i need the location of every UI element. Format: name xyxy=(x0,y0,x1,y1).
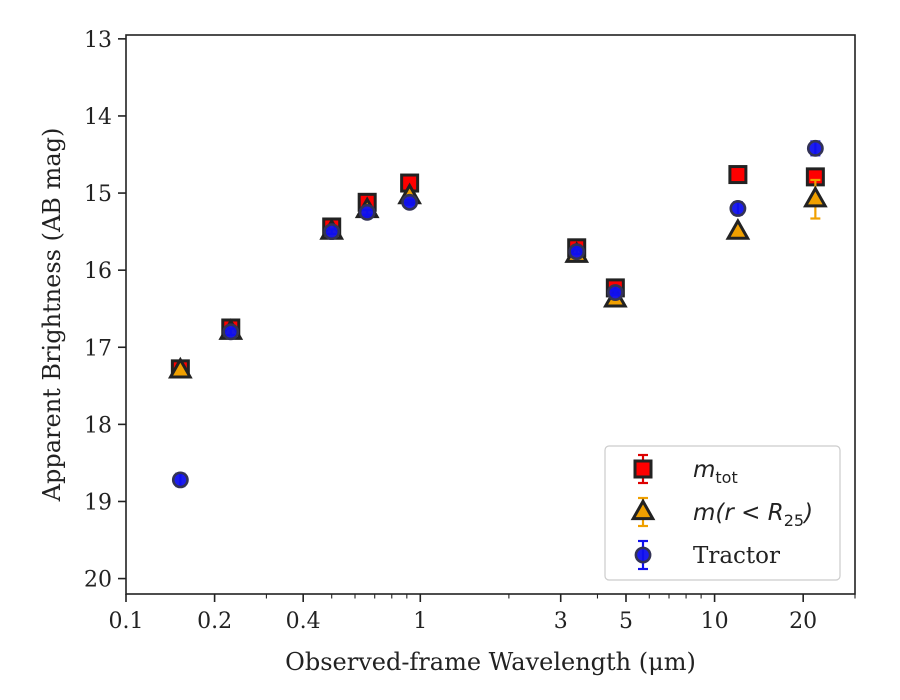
legend-box xyxy=(604,445,841,581)
legend-entry: m(r < R25) xyxy=(630,496,813,530)
x-tick-label: 1 xyxy=(413,609,427,634)
x-tick-label: 5 xyxy=(619,609,633,634)
legend-label-main: Tractor xyxy=(693,543,780,569)
x-tick-label: 10 xyxy=(701,609,729,634)
y-axis-label: Apparent Brightness (AB mag) xyxy=(38,128,66,503)
legend-marker-square xyxy=(633,459,653,479)
x-tick-label: 0.1 xyxy=(109,609,144,634)
data-point-circle xyxy=(806,139,824,157)
legend-label: Tractor xyxy=(693,543,780,569)
data-point-circle xyxy=(606,284,624,301)
data-point-square xyxy=(728,165,748,185)
legend-marker-circle xyxy=(634,546,652,564)
data-point-circle xyxy=(323,223,341,241)
legend-label-main: m(r < R xyxy=(693,500,784,526)
legend-label: m(r < R25) xyxy=(693,500,813,530)
y-tick-label: 20 xyxy=(84,568,112,593)
x-tick-label: 3 xyxy=(554,609,568,634)
x-axis-label: Observed-frame Wavelength (μm) xyxy=(285,648,696,676)
y-tick-label: 19 xyxy=(84,490,112,515)
legend-label-end: ) xyxy=(802,500,813,526)
legend-marker-triangle xyxy=(630,498,656,521)
y-tick-label: 18 xyxy=(84,413,112,438)
data-point-circle xyxy=(358,203,376,221)
data-point-triangle xyxy=(803,185,828,208)
x-tick-label: 0.4 xyxy=(286,609,321,634)
legend-label-subscript: 25 xyxy=(784,511,804,530)
legend-label: mtot xyxy=(693,457,738,487)
data-layer xyxy=(168,139,828,489)
data-point-circle xyxy=(222,323,240,341)
x-tick-label: 0.2 xyxy=(197,609,232,634)
y-tick-label: 17 xyxy=(84,336,112,361)
legend-label-main: m xyxy=(693,457,715,483)
legend-entry: mtot xyxy=(633,453,738,487)
data-point-triangle xyxy=(168,356,193,379)
legend-label-subscript: tot xyxy=(715,468,737,487)
data-point-circle xyxy=(171,471,189,489)
y-tick-label: 15 xyxy=(84,182,112,207)
series-circle xyxy=(171,139,824,489)
plot-frame xyxy=(125,34,856,595)
data-point-circle xyxy=(729,200,747,217)
data-point-circle xyxy=(401,193,419,211)
x-tick-label: 20 xyxy=(789,609,817,634)
data-point-triangle xyxy=(725,217,751,240)
y-tick-label: 14 xyxy=(84,105,112,130)
y-tick-label: 16 xyxy=(84,259,112,284)
data-point-circle xyxy=(568,243,586,261)
legend-entry: Tractor xyxy=(634,539,780,571)
legend: mtot m(r < R25) Tractor xyxy=(604,445,841,581)
y-tick-label: 13 xyxy=(84,28,112,53)
